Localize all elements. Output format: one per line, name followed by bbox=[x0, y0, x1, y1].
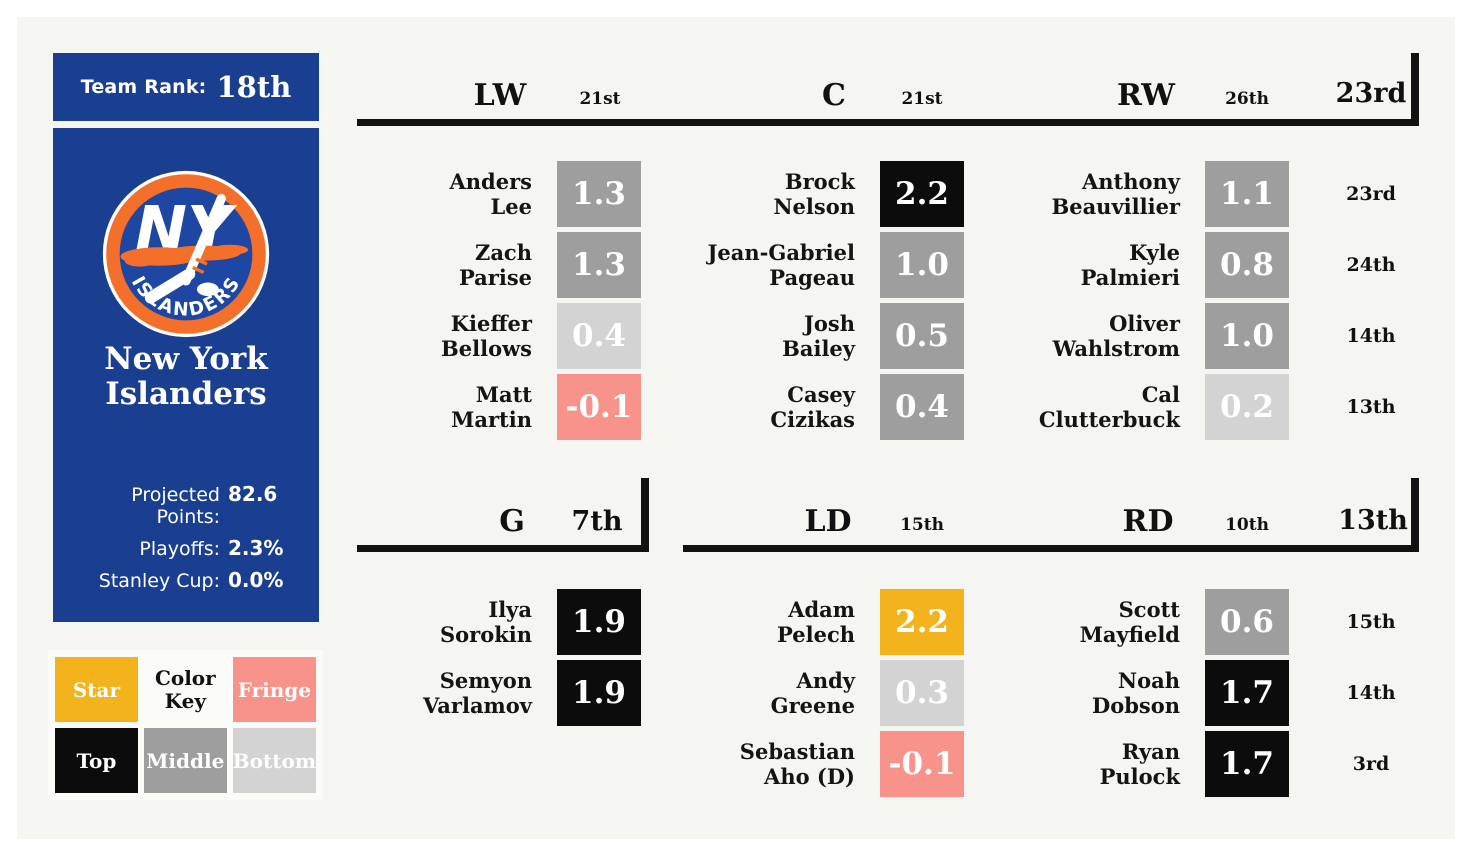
player-value-box: 1.0 bbox=[880, 232, 964, 298]
stat-label: Stanley Cup: bbox=[98, 570, 220, 592]
stat-projected-points: Projected Points: 82.6 bbox=[62, 482, 310, 528]
player-value-box: 0.4 bbox=[880, 374, 964, 440]
legend-middle-label: Middle bbox=[146, 748, 225, 773]
player-value-box: 0.4 bbox=[557, 303, 641, 369]
pos-rank-lw: 21st bbox=[579, 89, 621, 109]
player-value-box: 2.2 bbox=[880, 589, 964, 655]
pos-rank-ld: 15th bbox=[900, 515, 944, 535]
player-name: Zach Parise bbox=[458, 240, 532, 290]
goalie-header-rule bbox=[357, 545, 649, 552]
line-rank: 24th bbox=[1346, 254, 1396, 276]
player-name: Jean-Gabriel Pageau bbox=[707, 240, 856, 290]
player-value-box: 1.0 bbox=[1205, 303, 1289, 369]
pos-rank-g: 7th bbox=[571, 506, 623, 537]
pair-rank: 14th bbox=[1346, 682, 1396, 704]
player-value-box: 1.7 bbox=[1205, 660, 1289, 726]
player-value-box: 1.9 bbox=[557, 660, 641, 726]
player-value-box: -0.1 bbox=[880, 731, 964, 797]
forwards-header-endbar bbox=[1411, 53, 1419, 126]
player-value-box: 1.3 bbox=[557, 232, 641, 298]
pos-rank-c: 21st bbox=[901, 89, 943, 109]
player-name: Semyon Varlamov bbox=[422, 668, 532, 718]
team-rank-value: 18th bbox=[216, 70, 292, 104]
player-value-box: 0.3 bbox=[880, 660, 964, 726]
legend-star-label: Star bbox=[72, 677, 121, 702]
team-name-line1: New York bbox=[104, 341, 268, 377]
forwards-header-rule bbox=[357, 119, 1419, 126]
pos-label-rw: RW bbox=[1117, 78, 1175, 113]
pos-label-ld: LD bbox=[804, 504, 852, 539]
defense-overall-rank: 13th bbox=[1338, 505, 1408, 536]
player-name: Josh Bailey bbox=[782, 311, 855, 361]
player-name: Oliver Wahlstrom bbox=[1052, 311, 1180, 361]
stat-label: Playoffs: bbox=[139, 538, 220, 560]
player-value-box: -0.1 bbox=[557, 374, 641, 440]
team-name-line2: Islanders bbox=[105, 376, 267, 412]
legend-star-swatch: Star bbox=[55, 657, 138, 722]
stat-stanley-cup: Stanley Cup: 0.0% bbox=[62, 568, 310, 592]
pos-rank-rw: 26th bbox=[1225, 89, 1269, 109]
legend-top-swatch: Top bbox=[55, 728, 138, 793]
line-rank: 14th bbox=[1346, 325, 1396, 347]
player-name: Anders Lee bbox=[449, 169, 533, 219]
player-value-box: 0.2 bbox=[1205, 374, 1289, 440]
player-name: Noah Dobson bbox=[1092, 668, 1180, 718]
pair-rank: 3rd bbox=[1352, 753, 1390, 775]
player-name: Ryan Pulock bbox=[1099, 739, 1180, 789]
forwards-overall-rank: 23rd bbox=[1335, 78, 1407, 109]
player-value-box: 0.5 bbox=[880, 303, 964, 369]
legend-title-line2: Key bbox=[164, 688, 206, 713]
player-name: Sebastian Aho (D) bbox=[739, 739, 855, 789]
player-name: Brock Nelson bbox=[773, 169, 855, 219]
player-value-box: 1.7 bbox=[1205, 731, 1289, 797]
player-name: Scott Mayfield bbox=[1079, 597, 1180, 647]
stat-playoffs: Playoffs: 2.3% bbox=[62, 536, 310, 560]
player-value-box: 0.6 bbox=[1205, 589, 1289, 655]
pair-rank: 15th bbox=[1346, 611, 1396, 633]
player-name: Adam Pelech bbox=[777, 597, 855, 647]
player-value-box: 1.3 bbox=[557, 161, 641, 227]
player-name: Andy Greene bbox=[770, 668, 855, 718]
stat-value: 82.6 bbox=[228, 482, 278, 506]
player-value-box: 1.9 bbox=[557, 589, 641, 655]
stat-label: Projected Points: bbox=[131, 484, 220, 528]
legend-bottom-swatch: Bottom bbox=[232, 728, 316, 793]
player-name: Matt Martin bbox=[451, 382, 532, 432]
team-name: New York Islanders bbox=[53, 342, 319, 412]
pos-label-lw: LW bbox=[473, 78, 527, 113]
defense-header-endbar bbox=[1411, 478, 1419, 552]
defense-header-rule bbox=[683, 545, 1419, 552]
legend-fringe-label: Fringe bbox=[237, 677, 311, 702]
team-rank-label: Team Rank: bbox=[80, 76, 207, 98]
pos-rank-rd: 10th bbox=[1225, 515, 1269, 535]
color-key-legend: Star Color Key Fringe Top Middle Bottom bbox=[48, 650, 323, 800]
player-name: Anthony Beauvillier bbox=[1051, 169, 1180, 219]
player-value-box: 0.8 bbox=[1205, 232, 1289, 298]
legend-middle-swatch: Middle bbox=[143, 728, 227, 793]
line-rank: 13th bbox=[1346, 396, 1396, 418]
pos-label-c: C bbox=[822, 78, 846, 113]
player-name: Kieffer Bellows bbox=[441, 311, 532, 361]
player-name: Casey Cizikas bbox=[770, 382, 855, 432]
team-logo: NY ISLANDERS bbox=[102, 170, 270, 338]
islanders-logo-icon: NY ISLANDERS bbox=[102, 170, 270, 338]
player-value-box: 1.1 bbox=[1205, 161, 1289, 227]
line-rank: 23rd bbox=[1346, 183, 1396, 205]
player-value-box: 2.2 bbox=[880, 161, 964, 227]
goalie-header-endbar bbox=[641, 478, 649, 552]
stat-value: 0.0% bbox=[228, 568, 284, 592]
legend-title-line1: Color bbox=[154, 665, 216, 690]
player-name: Ilya Sorokin bbox=[439, 597, 532, 647]
legend-bottom-label: Bottom bbox=[232, 748, 316, 773]
legend-fringe-swatch: Fringe bbox=[232, 657, 316, 722]
stat-value: 2.3% bbox=[228, 536, 284, 560]
legend-title: Color Key bbox=[143, 657, 227, 722]
player-name: Kyle Palmieri bbox=[1080, 240, 1180, 290]
team-rank-banner: Team Rank: 18th bbox=[53, 53, 319, 121]
player-name: Cal Clutterbuck bbox=[1038, 382, 1180, 432]
pos-label-rd: RD bbox=[1122, 504, 1174, 539]
legend-top-label: Top bbox=[76, 748, 117, 773]
team-stats: Projected Points: 82.6 Playoffs: 2.3% St… bbox=[62, 482, 310, 592]
pos-label-g: G bbox=[499, 504, 525, 539]
